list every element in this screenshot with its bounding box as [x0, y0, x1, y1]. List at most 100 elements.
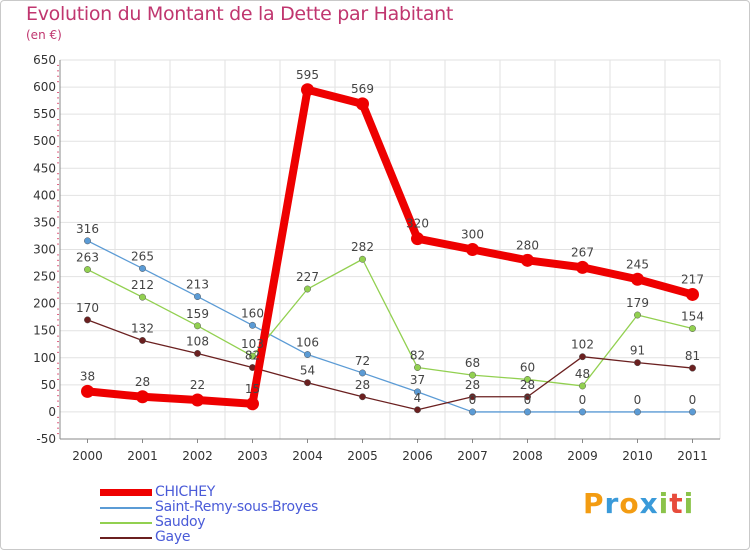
legend-label: CHICHEY — [155, 484, 216, 500]
series-line-saudoy — [87, 258, 693, 387]
data-label: 48 — [575, 367, 590, 381]
legend-swatch — [100, 489, 152, 496]
data-label: 28 — [465, 378, 480, 392]
y-tick-label: 450 — [33, 161, 56, 175]
y-tick-label: 200 — [33, 297, 56, 311]
data-point — [579, 353, 586, 361]
data-label: 569 — [351, 82, 374, 96]
data-point — [576, 260, 589, 274]
data-label: 60 — [520, 360, 535, 374]
data-label: 0 — [469, 393, 477, 407]
data-point — [246, 397, 259, 411]
data-point — [689, 408, 696, 416]
data-label: 103 — [241, 337, 264, 351]
data-point — [194, 322, 201, 330]
y-tick-label: 400 — [33, 188, 56, 202]
data-label: 106 — [296, 336, 319, 350]
data-point — [304, 351, 311, 358]
legend-swatch — [100, 537, 152, 539]
y-tick-label: 50 — [41, 378, 56, 392]
data-label: 15 — [245, 382, 260, 396]
data-point — [84, 316, 91, 324]
data-label: 28 — [355, 378, 370, 392]
data-point — [301, 83, 314, 97]
data-label: 82 — [245, 349, 260, 363]
x-tick-label: 2001 — [127, 449, 158, 463]
x-tick-label: 2000 — [72, 449, 103, 463]
logo-letter: o — [619, 487, 640, 520]
data-point — [139, 293, 146, 301]
data-label: 227 — [296, 270, 319, 284]
data-point — [304, 379, 311, 387]
data-point — [414, 388, 421, 396]
data-label: 0 — [634, 393, 642, 407]
data-point — [469, 408, 476, 416]
x-tick-label: 2007 — [457, 449, 488, 463]
data-point — [524, 375, 531, 383]
data-point — [634, 408, 641, 416]
data-point — [304, 285, 311, 293]
chart-title: Evolution du Montant de la Dette par Hab… — [26, 3, 454, 25]
axes: -500501001502002503003504004505005506006… — [33, 53, 720, 463]
x-tick-label: 2003 — [237, 449, 268, 463]
data-label: 0 — [579, 393, 587, 407]
y-tick-label: 250 — [33, 270, 56, 284]
data-label: 38 — [80, 369, 95, 383]
data-labels: 316 265 213 160 106 72 37 0 0 0 0 0 263 212 159 103 227 2… — [76, 68, 704, 407]
data-label: 212 — [131, 278, 154, 292]
data-point — [469, 393, 476, 401]
data-label: 316 — [76, 222, 99, 236]
data-label: 4 — [414, 391, 422, 405]
data-point — [414, 364, 421, 371]
data-point — [139, 337, 146, 344]
data-label: 28 — [135, 375, 150, 389]
data-label: 300 — [461, 228, 484, 242]
x-tick-label: 2011 — [677, 449, 708, 463]
logo-letter: r — [604, 487, 620, 520]
data-point — [466, 243, 479, 256]
data-point — [249, 321, 256, 329]
y-tick-label: -50 — [36, 432, 56, 446]
data-point — [524, 408, 531, 416]
y-tick-label: 500 — [33, 134, 56, 148]
data-label: 282 — [351, 240, 374, 254]
legend-swatch — [100, 507, 152, 509]
data-label: 0 — [524, 393, 532, 407]
y-tick-label: 150 — [33, 324, 56, 338]
data-label: 245 — [626, 257, 649, 271]
data-point — [356, 97, 369, 111]
data-point — [634, 311, 641, 319]
data-label: 91 — [630, 344, 645, 358]
x-tick-label: 2004 — [292, 449, 323, 463]
legend-label: Saint-Remy-sous-Broyes — [155, 499, 318, 515]
y-tick-label: 600 — [33, 80, 56, 94]
data-label: 320 — [406, 217, 429, 231]
data-label: 154 — [681, 310, 704, 324]
logo-letter: P — [583, 487, 605, 520]
data-label: 179 — [626, 296, 649, 310]
data-label: 102 — [571, 338, 594, 352]
x-tick-label: 2005 — [347, 449, 378, 463]
data-point — [359, 255, 366, 263]
legend-label: Saudoy — [155, 514, 206, 530]
data-label: 595 — [296, 68, 319, 82]
data-label: 265 — [131, 249, 154, 263]
x-tick-label: 2010 — [622, 449, 653, 463]
data-point — [579, 408, 586, 416]
data-point — [414, 406, 421, 414]
data-point — [136, 390, 149, 404]
proxiti-logo: Proxiti — [583, 487, 694, 520]
data-point — [359, 369, 366, 377]
data-point — [634, 359, 641, 367]
data-point — [139, 265, 146, 272]
data-label: 170 — [76, 301, 99, 315]
data-label: 72 — [355, 354, 370, 368]
data-point — [249, 352, 256, 360]
y-tick-label: 550 — [33, 107, 56, 121]
series-line-chichey — [87, 85, 694, 408]
y-tick-label: 350 — [33, 215, 56, 229]
data-point — [84, 266, 91, 273]
data-point — [194, 350, 201, 357]
data-label: 160 — [241, 306, 264, 320]
